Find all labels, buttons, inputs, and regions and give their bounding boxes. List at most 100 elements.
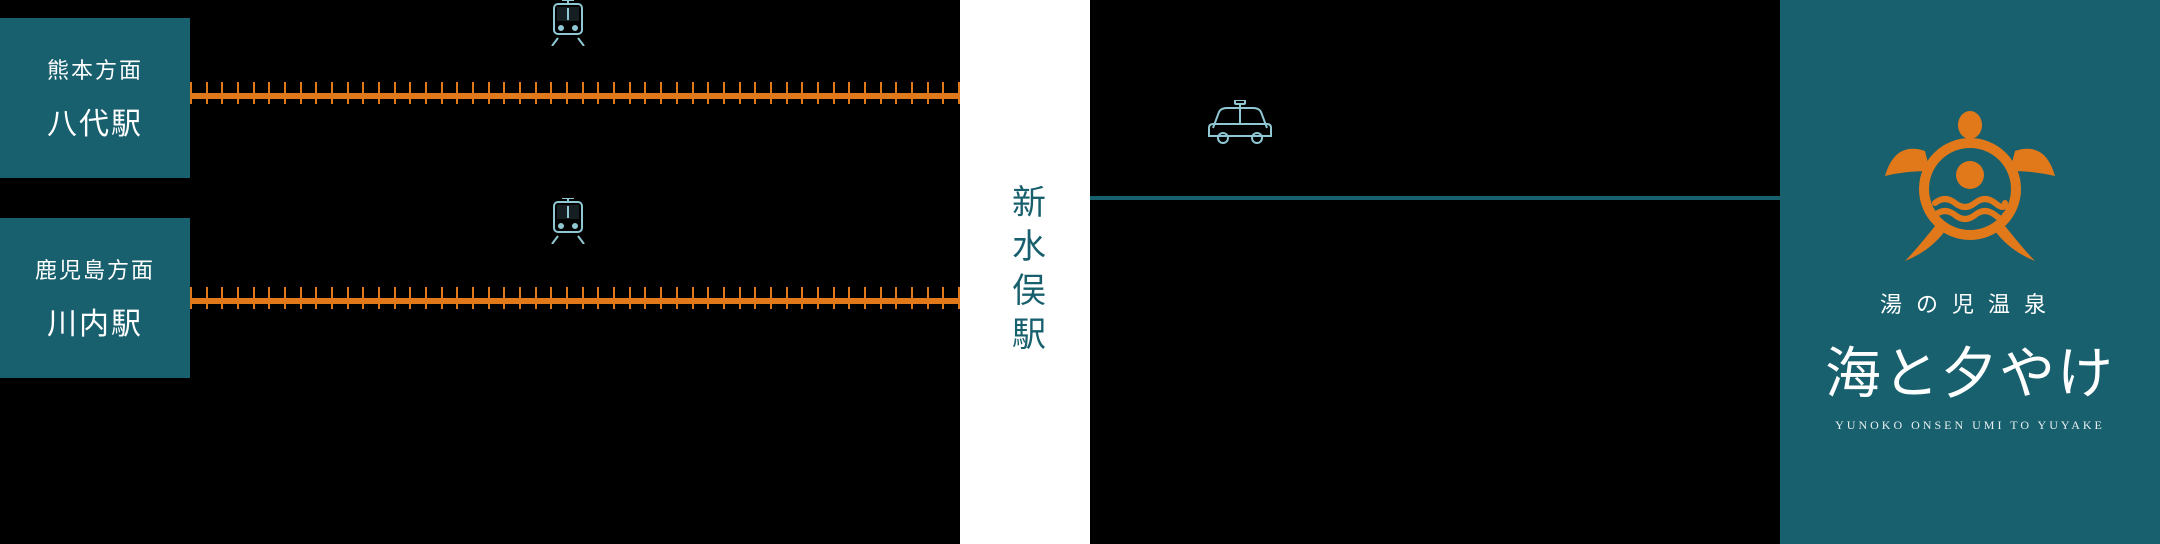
rail-tie	[472, 82, 474, 104]
rail-tie	[786, 287, 788, 309]
rail-tie	[613, 82, 615, 104]
rail-tie	[644, 287, 646, 309]
rail-tie	[707, 287, 709, 309]
rail-tie	[739, 287, 741, 309]
rail-tie	[613, 287, 615, 309]
rail-tie	[535, 82, 537, 104]
rail-tie	[519, 82, 521, 104]
origin-box-kagoshima: 鹿児島方面 川内駅	[0, 218, 190, 378]
rail-tie	[660, 82, 662, 104]
origin-box-kumamoto: 熊本方面 八代駅	[0, 18, 190, 178]
rail-tie	[315, 287, 317, 309]
rail-tie	[817, 82, 819, 104]
rail-tie	[833, 287, 835, 309]
rail-tie	[927, 287, 929, 309]
rail-tie	[676, 82, 678, 104]
rail-tie	[519, 287, 521, 309]
taxi-route-line	[1090, 196, 1780, 200]
destination-romaji: YUNOKO ONSEN UMI TO YUYAKE	[1835, 418, 2105, 433]
rail-tie	[237, 287, 239, 309]
rail-tie	[848, 287, 850, 309]
rail-tie	[754, 287, 756, 309]
rail-tie	[425, 82, 427, 104]
rail-tie	[739, 82, 741, 104]
rail-tie	[378, 82, 380, 104]
rail-tie	[880, 82, 882, 104]
destination-subtitle: 湯の児温泉	[1880, 287, 2060, 319]
rail-tie	[927, 82, 929, 104]
rail-tie	[268, 287, 270, 309]
rail-tie	[629, 82, 631, 104]
origin-station: 川内駅	[47, 299, 143, 343]
rail-tie	[206, 82, 208, 104]
rail-tie	[660, 287, 662, 309]
rail-tie	[268, 82, 270, 104]
rail-tie	[692, 82, 694, 104]
rail-tie	[582, 287, 584, 309]
rail-tie	[817, 287, 819, 309]
rail-tie	[253, 287, 255, 309]
rail-tie	[441, 287, 443, 309]
rail-tie	[566, 82, 568, 104]
rail-tie	[644, 82, 646, 104]
turtle-logo-icon	[1885, 111, 2055, 261]
rail-tie	[394, 82, 396, 104]
rail-tie	[597, 287, 599, 309]
rail-tie	[848, 82, 850, 104]
rail-tie	[425, 287, 427, 309]
rail-tie	[597, 82, 599, 104]
taxi-icon	[1205, 100, 1275, 144]
rail-tie	[300, 287, 302, 309]
rail-tie	[864, 287, 866, 309]
rail-tie	[378, 287, 380, 309]
origin-direction: 熊本方面	[47, 53, 143, 85]
rail-tie	[503, 82, 505, 104]
rail-tie	[284, 287, 286, 309]
rail-tie	[206, 287, 208, 309]
rail-tie	[441, 82, 443, 104]
rail-tie	[284, 82, 286, 104]
train-icon	[548, 198, 588, 244]
rail-tie	[535, 287, 537, 309]
rail-tie	[253, 82, 255, 104]
rail-tie	[221, 287, 223, 309]
rail-tie	[582, 82, 584, 104]
rail-tie	[362, 82, 364, 104]
rail-tie	[409, 82, 411, 104]
rail-tie	[409, 287, 411, 309]
rail-tie	[676, 287, 678, 309]
rail-tie	[880, 287, 882, 309]
rail-tie	[942, 82, 944, 104]
rail-tie	[347, 82, 349, 104]
rail-tie	[550, 82, 552, 104]
rail-tie	[911, 82, 913, 104]
rail-tie	[566, 287, 568, 309]
rail-tie	[347, 287, 349, 309]
rail-tie	[692, 287, 694, 309]
rail-tie	[786, 82, 788, 104]
rail-tie	[629, 287, 631, 309]
rail-tie	[864, 82, 866, 104]
rail-tie	[456, 82, 458, 104]
rail-tie	[315, 82, 317, 104]
rail-tie	[472, 287, 474, 309]
train-icon	[548, 0, 588, 46]
rail-tie	[942, 287, 944, 309]
rail-tie	[300, 82, 302, 104]
destination-title: 海と夕やけ	[1825, 329, 2115, 410]
rail-tie	[190, 287, 192, 309]
rail-tie	[723, 82, 725, 104]
rail-tie	[801, 287, 803, 309]
rail-tie	[911, 287, 913, 309]
rail-tie	[221, 82, 223, 104]
rail-tie	[754, 82, 756, 104]
rail-tie	[456, 287, 458, 309]
rail-ties-2	[190, 287, 960, 309]
rail-tie	[895, 82, 897, 104]
route-diagram: 熊本方面 八代駅 鹿児島方面 川内駅	[0, 0, 2160, 544]
rail-tie	[331, 287, 333, 309]
rail-tie	[895, 287, 897, 309]
origin-direction: 鹿児島方面	[35, 253, 155, 285]
rail-tie	[550, 287, 552, 309]
rail-tie	[394, 287, 396, 309]
